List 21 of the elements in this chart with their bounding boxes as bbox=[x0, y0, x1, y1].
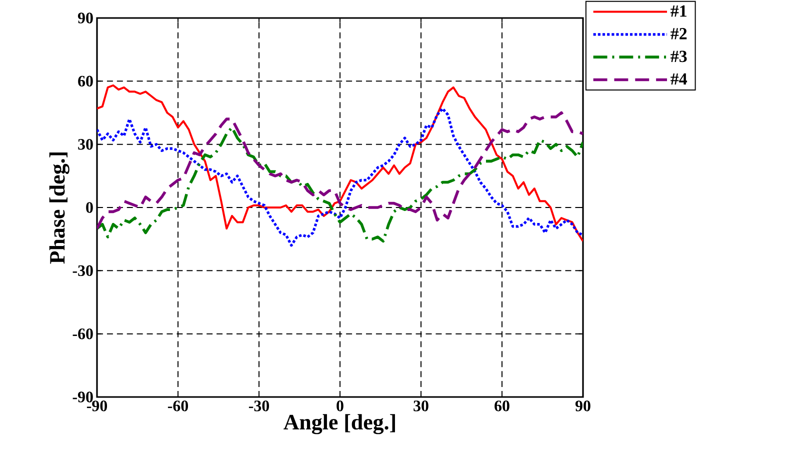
y-tick-label: -30 bbox=[72, 265, 93, 276]
y-tick-label: 60 bbox=[78, 76, 93, 87]
x-tick-label: -60 bbox=[168, 400, 188, 412]
legend-label: #1 bbox=[670, 5, 686, 17]
x-axis-title: Angle [deg.] bbox=[284, 414, 395, 434]
y-tick-label: 0 bbox=[86, 202, 93, 213]
x-tick-label: 60 bbox=[494, 400, 510, 412]
x-tick-label: 90 bbox=[575, 400, 590, 412]
y-tick-label: 90 bbox=[78, 12, 93, 24]
legend-label: #3 bbox=[670, 50, 687, 62]
line-series bbox=[97, 126, 584, 243]
legend-label: #2 bbox=[670, 28, 687, 40]
y-tick-label: -60 bbox=[72, 328, 93, 340]
y-tick-label: -90 bbox=[72, 392, 93, 402]
x-tick-label: 0 bbox=[336, 400, 344, 412]
y-axis-title: Phase [deg.] bbox=[49, 152, 70, 264]
x-tick-label: 30 bbox=[414, 400, 428, 412]
legend-label: #4 bbox=[670, 73, 688, 85]
x-tick-label: -30 bbox=[248, 400, 270, 412]
y-tick-label: 30 bbox=[78, 138, 93, 150]
x-tick-label: -90 bbox=[86, 400, 108, 412]
